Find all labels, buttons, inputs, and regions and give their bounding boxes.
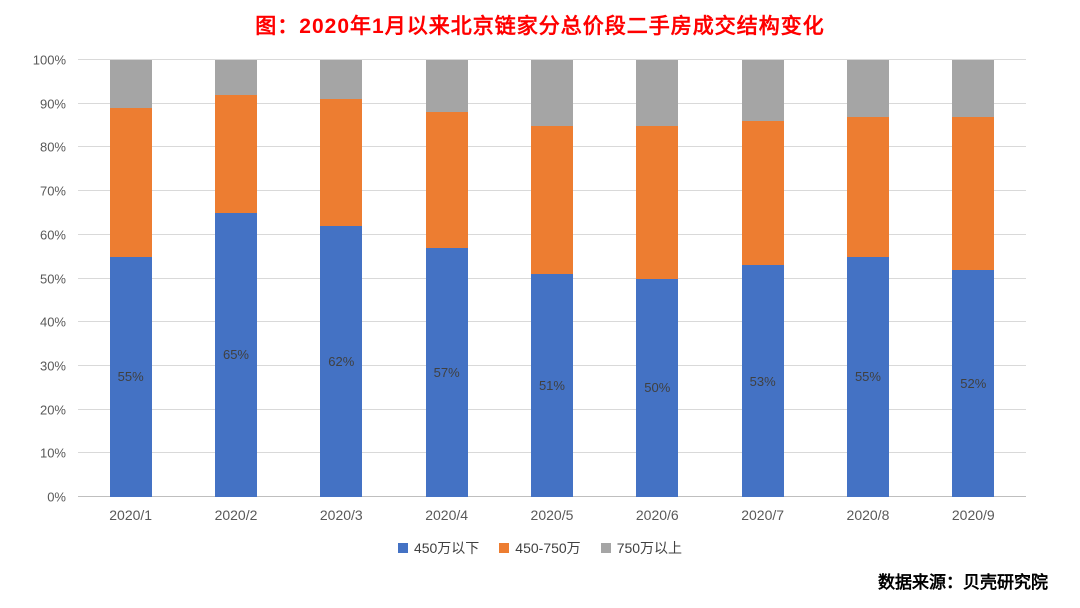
y-axis-tick-label: 40% (39, 314, 66, 330)
bar-group: 55% 2020/1 (109, 60, 152, 523)
bar-segment (846, 116, 889, 257)
plot-area: 55% 2020/1 65% 2020/2 62% 2020/3 57% 2020/4 51% 2… (33, 53, 1026, 523)
x-axis-tick-label: 2020/9 (951, 507, 995, 523)
y-axis-tick-label: 0% (47, 489, 66, 505)
bar-segment: 50% (636, 278, 679, 497)
y-axis-tick-label: 70% (39, 183, 66, 199)
bar-segment (109, 60, 152, 109)
bar-segment (425, 60, 468, 113)
bar-segment: 65% (214, 212, 257, 497)
chart-title: 图：2020年1月以来北京链家分总价段二手房成交结构变化 (255, 15, 825, 38)
bar-data-label: 51% (538, 378, 565, 394)
bar-segment (320, 60, 363, 100)
bar-group: 51% 2020/5 (530, 60, 573, 523)
bar-segment: 52% (952, 269, 995, 497)
bar-data-label: 55% (854, 369, 881, 385)
bar-segment (952, 60, 995, 117)
legend-item: 450-750万 (499, 538, 581, 558)
bar-data-label: 50% (644, 380, 671, 396)
bar-segment: 55% (846, 256, 889, 497)
bar-segment: 55% (109, 256, 152, 497)
bar-group: 57% 2020/4 (425, 60, 468, 523)
bar-data-label: 57% (433, 364, 460, 380)
bar-data-label: 55% (117, 369, 144, 385)
bar-group: 52% 2020/9 (952, 60, 995, 523)
bar-segment (425, 112, 468, 248)
bar-segment (846, 60, 889, 117)
legend-label: 450万以下 (413, 540, 480, 556)
bar-segment: 51% (530, 274, 573, 497)
legend: 450万以下 450-750万 750万以上 (0, 538, 1080, 558)
bar-segment (530, 60, 573, 126)
x-axis-tick-label: 2020/8 (846, 507, 890, 523)
legend-label: 750万以上 (616, 540, 683, 556)
bar-segment: 57% (425, 247, 468, 497)
source-text: 数据来源：贝壳研究院 (878, 573, 1048, 592)
legend-swatch-icon (600, 543, 611, 553)
y-axis-tick-label: 50% (39, 271, 66, 286)
legend-swatch-icon (397, 543, 408, 553)
bar-group: 53% 2020/7 (741, 60, 784, 523)
bar-segment: 62% (320, 226, 363, 497)
x-axis-tick-label: 2020/4 (425, 507, 469, 523)
y-axis-tick-label: 30% (39, 358, 66, 374)
x-axis-tick-label: 2020/7 (741, 507, 785, 523)
bar-segment (109, 108, 152, 257)
bar-segment (636, 125, 679, 279)
bar-segment (741, 60, 784, 122)
bar-segment (741, 121, 784, 266)
bar-data-label: 62% (328, 354, 355, 370)
bar-data-label: 52% (960, 375, 987, 391)
bar-segment (952, 116, 995, 270)
y-axis-tick-label: 100% (32, 52, 66, 68)
bar-segment (214, 94, 257, 213)
x-axis-tick-label: 2020/5 (530, 507, 574, 523)
y-axis-tick-label: 20% (39, 402, 66, 418)
y-axis-tick-label: 90% (39, 96, 66, 112)
bar-data-label: 53% (749, 373, 776, 389)
gridline (78, 59, 1026, 60)
x-axis-tick-label: 2020/6 (635, 507, 679, 523)
legend-item: 450万以下 (397, 538, 480, 558)
x-axis-tick-label: 2020/3 (319, 507, 363, 523)
bar-segment (530, 125, 573, 275)
legend-item: 750万以上 (600, 538, 683, 558)
x-axis-tick-label: 2020/1 (109, 507, 153, 523)
bar-segment: 53% (741, 265, 784, 497)
bar-group: 62% 2020/3 (320, 60, 363, 523)
bar-segment (636, 60, 679, 126)
bars-container: 55% 2020/1 65% 2020/2 62% 2020/3 57% 2020/4 51% 2… (78, 60, 1026, 523)
legend-swatch-icon (499, 543, 510, 553)
y-axis-tick-label: 60% (39, 227, 66, 243)
bar-segment (320, 99, 363, 227)
bar-group: 65% 2020/2 (214, 60, 257, 523)
x-axis-tick-label: 2020/2 (214, 507, 258, 523)
bar-segment (214, 60, 257, 95)
bar-data-label: 65% (222, 347, 249, 363)
y-axis-tick-label: 80% (39, 139, 66, 155)
legend-label: 450-750万 (515, 540, 581, 556)
bar-group: 50% 2020/6 (636, 60, 679, 523)
y-axis-tick-label: 10% (39, 445, 66, 461)
bar-group: 55% 2020/8 (846, 60, 889, 523)
